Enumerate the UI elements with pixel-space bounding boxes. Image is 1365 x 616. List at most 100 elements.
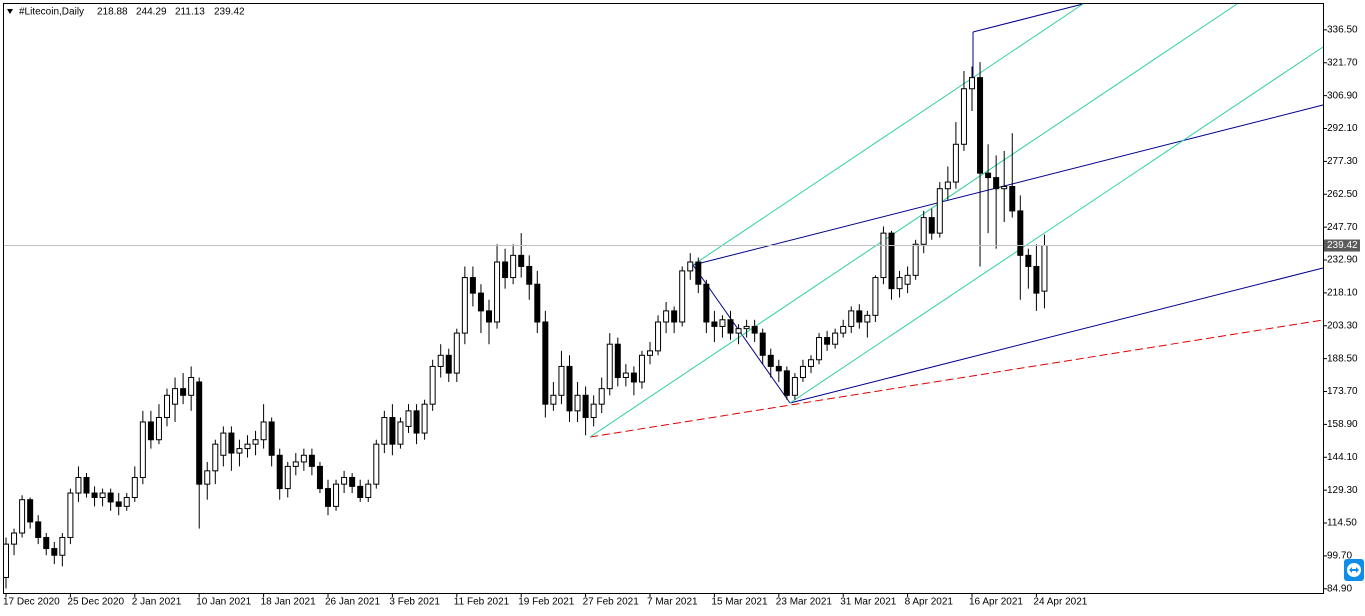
candle-body xyxy=(365,483,372,498)
candle-body xyxy=(735,328,742,334)
candle-body xyxy=(59,536,66,556)
candle-body xyxy=(622,372,629,379)
candle-body xyxy=(325,488,331,507)
candle-body xyxy=(799,365,806,379)
candle-body xyxy=(824,337,831,345)
candle-body xyxy=(437,354,444,367)
candle-body xyxy=(928,217,935,234)
candle-body xyxy=(83,476,90,494)
candle-body xyxy=(341,476,348,485)
candle-body xyxy=(196,381,203,485)
candle-body xyxy=(115,501,122,507)
candle-body xyxy=(518,254,525,267)
candle-body xyxy=(212,443,219,472)
candle-body xyxy=(912,243,919,276)
candle-body xyxy=(308,454,315,467)
candle-body xyxy=(751,325,758,334)
candle-body xyxy=(147,421,154,441)
candle-body xyxy=(952,143,959,183)
x-tick-label: 8 Apr 2021 xyxy=(905,597,954,608)
candle-body xyxy=(155,417,162,441)
candle-body xyxy=(405,410,412,427)
candle-body xyxy=(139,421,146,478)
candle-body xyxy=(35,521,42,538)
candle-body xyxy=(453,332,460,374)
y-tick-label: 262.50 xyxy=(1327,189,1358,200)
candle-body xyxy=(542,321,549,405)
candle-body xyxy=(276,454,283,490)
pitchfork-line xyxy=(972,3,1084,33)
candle-body xyxy=(719,319,726,327)
candle-body xyxy=(977,77,984,174)
channel-line xyxy=(589,3,1238,438)
candle-body xyxy=(896,277,903,290)
candle-body xyxy=(510,254,517,279)
candle-body xyxy=(727,319,734,334)
candle-body xyxy=(413,410,420,434)
candle-body xyxy=(1041,245,1048,292)
x-tick-label: 3 Feb 2021 xyxy=(389,597,440,608)
y-tick-label: 129.30 xyxy=(1327,485,1358,496)
x-tick-label: 2 Jan 2021 xyxy=(132,597,182,608)
median-line xyxy=(692,104,1324,266)
y-tick-label: 232.90 xyxy=(1327,255,1358,266)
candle-body xyxy=(969,77,975,90)
candle-body xyxy=(107,492,114,503)
candle-body xyxy=(767,354,774,367)
candle-body xyxy=(944,181,951,190)
candle-body xyxy=(75,476,82,494)
candle-body xyxy=(486,310,492,323)
candle-body xyxy=(91,492,98,498)
candle-body xyxy=(172,388,179,405)
y-tick-label: 173.70 xyxy=(1327,386,1358,397)
price-box xyxy=(1324,239,1360,252)
candle-body xyxy=(204,470,211,485)
candle-body xyxy=(816,337,823,361)
icon-arrows[interactable] xyxy=(1349,567,1359,573)
candle-body xyxy=(526,265,533,285)
candle-body xyxy=(679,270,686,323)
y-tick-label: 292.10 xyxy=(1327,123,1358,134)
candle-body xyxy=(655,321,662,352)
candle-body xyxy=(252,439,259,445)
candle-body xyxy=(397,421,404,445)
candle-body xyxy=(791,377,798,396)
x-tick-label: 15 Mar 2021 xyxy=(711,597,768,608)
candle-body xyxy=(872,277,879,316)
candle-body xyxy=(1001,185,1008,190)
trend-line xyxy=(589,319,1324,438)
y-tick-label: 321.70 xyxy=(1327,57,1358,68)
candle-body xyxy=(904,274,911,285)
candle-body xyxy=(1009,185,1016,212)
candle-body xyxy=(333,483,340,507)
x-tick-label: 23 Mar 2021 xyxy=(776,597,833,608)
y-tick-label: 84.90 xyxy=(1327,583,1352,594)
y-tick-label: 99.70 xyxy=(1327,551,1352,562)
teamviewer-icon[interactable] xyxy=(1344,559,1364,581)
candle-body xyxy=(19,499,26,534)
x-tick-label: 24 Apr 2021 xyxy=(1033,597,1087,608)
candle-body xyxy=(373,443,380,485)
candle-body xyxy=(477,292,484,312)
candle-body xyxy=(502,261,509,279)
channel-line xyxy=(692,3,1084,266)
y-tick-label: 114.50 xyxy=(1327,518,1357,529)
chart-title: #Litecoin,Daily xyxy=(19,7,84,18)
y-tick-label: 218.10 xyxy=(1327,288,1358,299)
menu-arrow[interactable] xyxy=(7,9,13,14)
candle-body xyxy=(1025,254,1032,267)
candle-body xyxy=(630,372,637,383)
x-tick-label: 17 Dec 2020 xyxy=(3,597,60,608)
pitchfork xyxy=(589,3,1324,438)
candle-body xyxy=(574,394,581,412)
candle-body xyxy=(300,454,307,463)
channel-line xyxy=(789,46,1324,404)
header-value: 218.88 xyxy=(97,7,128,18)
candle-body xyxy=(936,188,943,234)
candle-body xyxy=(67,492,74,538)
candle-body xyxy=(131,476,138,498)
candle-body xyxy=(292,461,299,467)
candle-body xyxy=(51,548,58,556)
candle-body xyxy=(494,261,501,323)
candle-body xyxy=(11,532,18,545)
